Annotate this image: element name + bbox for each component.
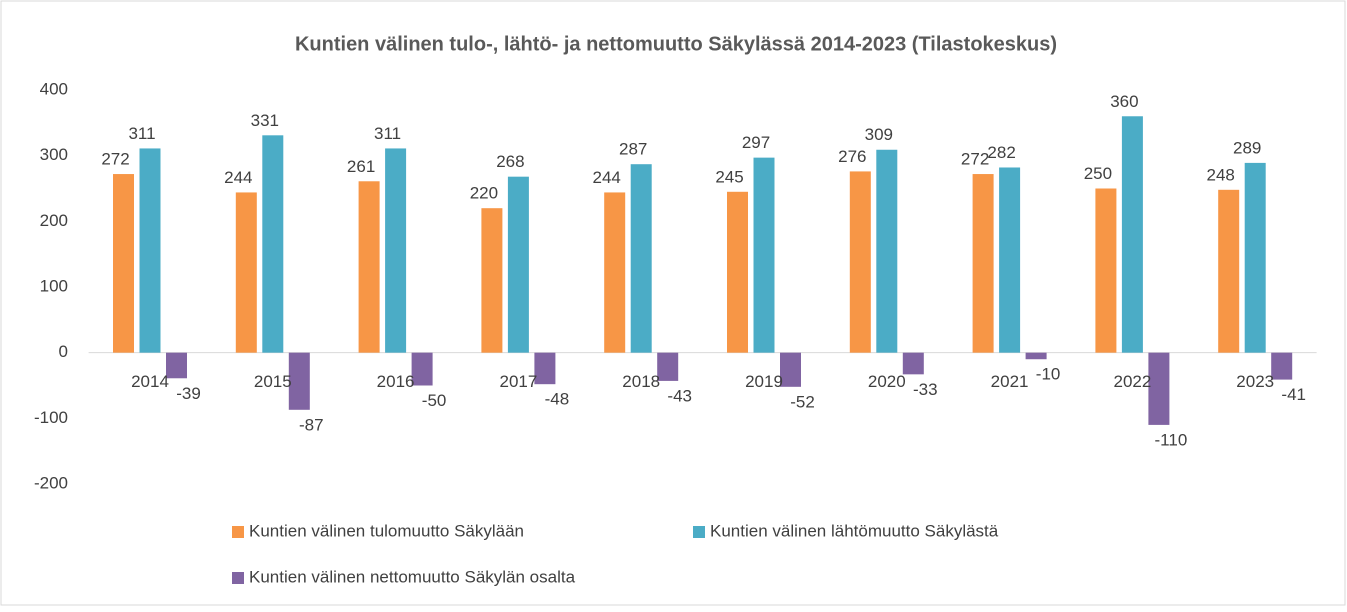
x-tick-label: 2019	[745, 372, 783, 391]
x-tick-label: 2020	[868, 372, 906, 391]
bar	[780, 352, 801, 387]
legend-swatch	[232, 526, 244, 538]
bar	[604, 192, 626, 353]
data-label: 261	[347, 157, 375, 176]
data-label: 309	[865, 125, 893, 144]
bar	[411, 352, 433, 386]
x-tick-label: 2017	[499, 372, 537, 391]
bar	[1244, 162, 1266, 353]
data-label: 360	[1110, 92, 1138, 111]
data-label: 245	[715, 167, 743, 186]
bar	[262, 135, 284, 353]
bar	[727, 191, 748, 353]
data-label: 248	[1207, 165, 1235, 184]
bar	[902, 352, 924, 375]
data-label: 297	[742, 133, 770, 152]
bar	[1121, 116, 1143, 353]
data-label: -41	[1281, 385, 1306, 404]
data-label: -10	[1036, 365, 1061, 384]
data-label: -87	[299, 415, 324, 434]
y-tick-label: 200	[40, 211, 68, 230]
data-label: 272	[101, 150, 129, 169]
bar	[481, 208, 503, 353]
y-tick-label: 400	[40, 79, 68, 98]
data-label: -110	[1155, 430, 1188, 449]
y-tick-label: 0	[59, 342, 68, 361]
data-label: -52	[790, 392, 815, 411]
x-tick-label: 2018	[622, 372, 660, 391]
data-label: 287	[619, 140, 647, 159]
data-label: 311	[128, 124, 155, 143]
y-tick-label: 100	[40, 276, 68, 295]
data-label: -50	[422, 391, 447, 410]
chart-title: Kuntien välinen tulo-, lähtö- ja nettomu…	[295, 33, 1057, 55]
data-label: 289	[1233, 138, 1261, 157]
data-label: 268	[496, 152, 524, 171]
bar	[876, 149, 898, 353]
data-label: 331	[251, 111, 279, 130]
legend-label: Kuntien välinen nettomuutto Säkylän osal…	[249, 567, 576, 586]
data-label: 276	[838, 147, 866, 166]
data-label: 244	[224, 168, 252, 187]
bar	[358, 181, 380, 353]
data-label: 250	[1084, 164, 1112, 183]
bar	[849, 171, 871, 353]
bar	[534, 352, 556, 385]
data-label: -39	[176, 384, 201, 403]
data-label: -48	[545, 390, 570, 409]
x-tick-label: 2023	[1236, 372, 1274, 391]
bar	[657, 352, 679, 381]
data-label: 282	[987, 143, 1015, 162]
bar	[630, 164, 652, 353]
legend-label: Kuntien välinen lähtömuutto Säkylästä	[710, 521, 999, 540]
x-tick-label: 2022	[1113, 372, 1151, 391]
bar	[972, 174, 994, 353]
x-tick-label: 2016	[377, 372, 415, 391]
bar	[1025, 352, 1047, 360]
data-label: -43	[667, 386, 692, 405]
bar	[235, 192, 257, 353]
bar	[1148, 352, 1170, 425]
data-label: -33	[913, 380, 938, 399]
bar	[999, 167, 1021, 353]
data-label: 244	[593, 168, 621, 187]
legend-swatch	[693, 526, 705, 538]
y-tick-label: -200	[34, 473, 68, 492]
bar	[1218, 189, 1240, 353]
legend-swatch	[232, 572, 244, 584]
x-tick-label: 2015	[254, 372, 292, 391]
bar	[753, 157, 775, 353]
bar	[385, 148, 407, 353]
data-label: 272	[961, 150, 989, 169]
data-label: 220	[470, 184, 498, 203]
data-label: 311	[374, 124, 401, 143]
y-tick-label: 300	[40, 145, 68, 164]
bar	[113, 174, 134, 353]
bar	[139, 148, 161, 353]
x-tick-label: 2014	[131, 372, 169, 391]
y-tick-label: -100	[34, 408, 68, 427]
bar	[1095, 188, 1117, 353]
x-tick-label: 2021	[991, 372, 1029, 391]
bar	[507, 176, 529, 353]
legend-label: Kuntien välinen tulomuutto Säkylään	[249, 521, 524, 540]
bar	[288, 352, 310, 410]
bar	[1271, 352, 1293, 380]
bar	[166, 352, 187, 379]
